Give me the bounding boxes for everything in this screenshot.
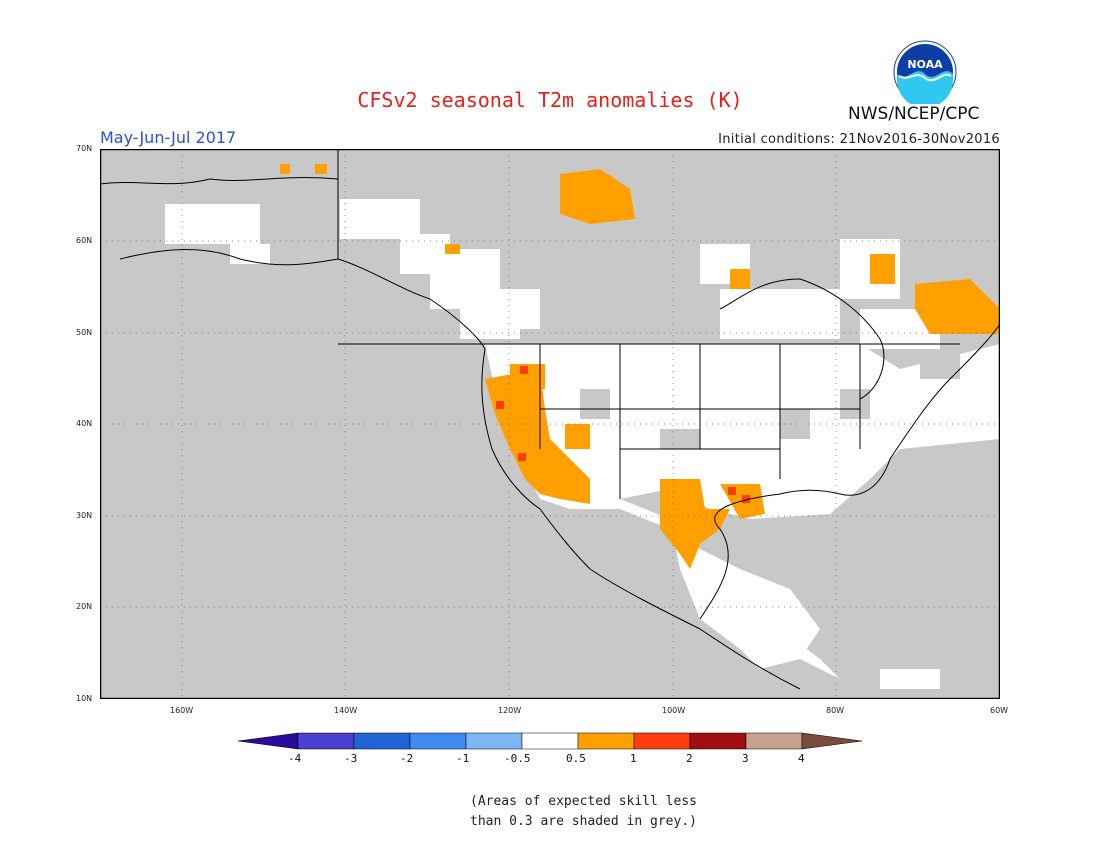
anomaly-map [100, 149, 1000, 699]
initial-conditions: Initial conditions: 21Nov2016-30Nov2016 [718, 132, 1000, 147]
land-outlines [100, 149, 1000, 690]
lat-label: 40N [76, 419, 93, 428]
skill-note-line1: (Areas of expected skill less [470, 794, 697, 809]
lon-label: 60W [990, 706, 1009, 715]
agency-label: NWS/NCEP/CPC [848, 104, 980, 124]
legend-swatch [689, 732, 747, 750]
legend-swatch [465, 732, 523, 750]
hot-anomaly-spots [496, 366, 750, 503]
legend-arrow-right [801, 732, 863, 750]
lat-label: 20N [76, 602, 93, 611]
lon-label: 100W [662, 706, 686, 715]
legend-label: -2 [400, 752, 414, 765]
legend-label: 1 [630, 752, 637, 765]
forecast-period: May-Jun-Jul 2017 [100, 128, 237, 147]
lon-label: 120W [498, 706, 522, 715]
legend-label: -0.5 [504, 752, 531, 765]
chart-title: CFSv2 seasonal T2m anomalies (K) [357, 88, 743, 112]
skill-note-line2: than 0.3 are shaded in grey.) [470, 814, 697, 829]
lon-label: 160W [170, 706, 194, 715]
legend-swatch [297, 732, 355, 750]
legend-swatch [633, 732, 691, 750]
legend-label: 4 [798, 752, 805, 765]
legend-swatch [521, 732, 579, 750]
legend-label: 3 [742, 752, 749, 765]
color-legend [238, 732, 863, 750]
legend-label: -1 [456, 752, 470, 765]
lat-label: 70N [76, 144, 93, 153]
lon-label: 140W [334, 706, 358, 715]
legend-swatch [353, 732, 411, 750]
noaa-logo-icon: NOAA [893, 40, 957, 104]
skill-note: (Areas of expected skill less than 0.3 a… [470, 792, 697, 832]
lon-label: 80W [826, 706, 845, 715]
legend-arrow-left [238, 732, 299, 750]
graticule [100, 149, 1000, 699]
legend-swatch [745, 732, 803, 750]
lat-label: 50N [76, 328, 93, 337]
legend-swatch [409, 732, 467, 750]
lat-label: 60N [76, 236, 93, 245]
lat-label: 30N [76, 511, 93, 520]
legend-label: 2 [686, 752, 693, 765]
map-frame [100, 149, 1000, 699]
lat-label: 10N [76, 694, 93, 703]
legend-swatch [577, 732, 635, 750]
legend-label: -3 [344, 752, 358, 765]
legend-label: -4 [288, 752, 302, 765]
logo-text: NOAA [907, 58, 943, 71]
legend-label: 0.5 [566, 752, 586, 765]
warm-anomaly-regions [280, 164, 1000, 569]
